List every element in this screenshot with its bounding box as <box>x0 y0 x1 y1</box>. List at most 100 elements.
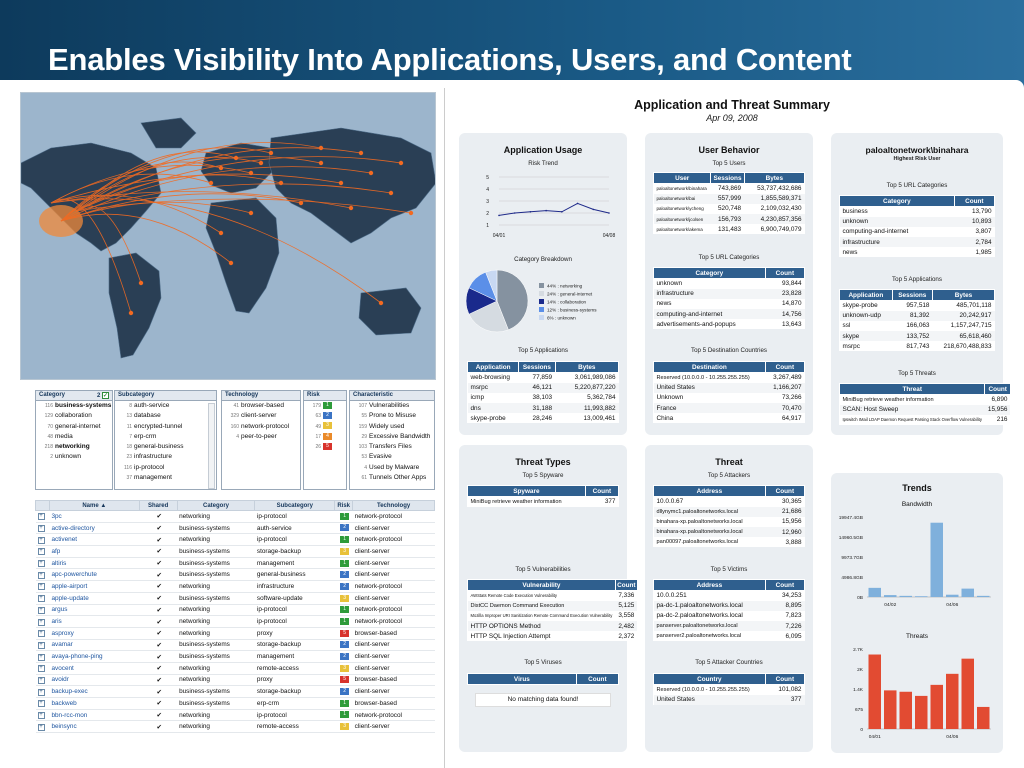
risk-filter-item[interactable]: 17 4 <box>304 432 346 442</box>
risk-filter-item[interactable]: 26 5 <box>304 442 346 452</box>
expand-plus-icon[interactable]: + <box>37 583 45 591</box>
category-filter-item[interactable]: 116 business-systems <box>36 401 112 411</box>
app-name-link[interactable]: avoidr <box>49 674 140 687</box>
characteristic-filter-item[interactable]: 29 Excessive Bandwidth <box>350 432 434 442</box>
expand-cell[interactable]: + <box>35 662 50 675</box>
expand-cell[interactable]: + <box>35 592 50 605</box>
technology-filter-item[interactable]: 329 client-server <box>222 411 300 421</box>
subcategory-filter-item[interactable]: 13 database <box>115 411 216 421</box>
table-row[interactable]: + apple-airport ✔ networking infrastructure 2… <box>35 580 435 593</box>
subcategory-column-header[interactable]: Subcategory <box>254 500 336 511</box>
app-name-link[interactable]: avamar <box>49 639 140 652</box>
expand-cell[interactable]: + <box>35 639 50 652</box>
app-name-link[interactable]: asproxy <box>49 627 140 640</box>
app-name-link[interactable]: backweb <box>49 697 140 710</box>
expand-cell[interactable]: + <box>35 604 50 617</box>
app-name-link[interactable]: apple-update <box>49 592 140 605</box>
expand-plus-icon[interactable]: + <box>37 700 45 708</box>
app-name-link[interactable]: altiris <box>49 557 140 570</box>
expand-cell[interactable]: + <box>35 697 50 710</box>
risk-column-header[interactable]: Risk <box>334 500 354 511</box>
technology-column-header[interactable]: Technology <box>352 500 435 511</box>
app-name-link[interactable]: activenet <box>49 533 140 547</box>
table-row[interactable]: + argus ✔ networking ip-protocol 1 network-pro… <box>35 604 435 617</box>
app-name-link[interactable]: active-directory <box>49 522 140 535</box>
characteristic-filter-item[interactable]: 107 Vulnerabilities <box>350 401 434 411</box>
table-row[interactable]: + apc-powerchute ✔ business-systems general-… <box>35 568 435 582</box>
app-name-link[interactable]: 3pc <box>49 510 140 523</box>
characteristic-filter-item[interactable]: 4 Used by Malware <box>350 463 434 473</box>
table-row[interactable]: + apple-update ✔ business-systems software-u… <box>35 592 435 605</box>
app-name-link[interactable]: bbn-rcc-mon <box>49 709 140 722</box>
expand-cell[interactable]: + <box>35 533 50 547</box>
expand-plus-icon[interactable]: + <box>37 618 45 626</box>
table-row[interactable]: + avaya-phone-ping ✔ business-systems manage… <box>35 650 435 663</box>
expand-plus-icon[interactable]: + <box>37 653 45 661</box>
app-name-link[interactable]: backup-exec <box>49 685 140 698</box>
category-filter-item[interactable]: 70 general-internet <box>36 422 112 432</box>
subcategory-filter-item[interactable]: 11 encrypted-tunnel <box>115 422 216 432</box>
table-row[interactable]: + backweb ✔ business-systems erp-crm 1 browser… <box>35 697 435 710</box>
subcategory-filter-item[interactable]: 18 general-business <box>115 442 216 452</box>
app-name-link[interactable]: avocent <box>49 662 140 675</box>
table-row[interactable]: + avoidr ✔ networking proxy 5 browser-based <box>35 674 435 687</box>
app-name-link[interactable]: beinsync <box>49 720 140 734</box>
app-name-link[interactable]: afp <box>49 545 140 558</box>
characteristic-filter-item[interactable]: 55 Prone to Misuse <box>350 411 434 421</box>
expand-cell[interactable]: + <box>35 627 50 640</box>
subcategory-filter-item[interactable]: 8 auth-service <box>115 401 216 411</box>
technology-filter-item[interactable]: 4 peer-to-peer <box>222 432 300 442</box>
expand-cell[interactable]: + <box>35 674 50 687</box>
expand-plus-icon[interactable]: + <box>37 641 45 649</box>
subcategory-scrollbar[interactable] <box>208 403 215 489</box>
subcategory-filter-item[interactable]: 7 erp-crm <box>115 432 216 442</box>
expand-plus-icon[interactable]: + <box>37 571 45 579</box>
expand-cell[interactable]: + <box>35 568 50 582</box>
category-column-header[interactable]: Category <box>176 500 256 511</box>
expand-cell[interactable]: + <box>35 557 50 570</box>
risk-filter-item[interactable]: 63 2 <box>304 411 346 421</box>
expand-plus-icon[interactable]: + <box>37 688 45 696</box>
expand-plus-icon[interactable]: + <box>37 548 45 556</box>
expand-plus-icon[interactable]: + <box>37 536 45 544</box>
expand-plus-icon[interactable]: + <box>37 676 45 684</box>
expand-plus-icon[interactable]: + <box>37 560 45 568</box>
subcategory-filter-item[interactable]: 23 infrastructure <box>115 452 216 462</box>
table-row[interactable]: + altiris ✔ business-systems management 1 clie… <box>35 557 435 570</box>
table-row[interactable]: + avocent ✔ networking remote-access 3 client-… <box>35 662 435 675</box>
expand-cell[interactable]: + <box>35 522 50 535</box>
expand-plus-icon[interactable]: + <box>37 595 45 603</box>
table-row[interactable]: + active-directory ✔ business-systems auth-s… <box>35 522 435 535</box>
category-filter-item[interactable]: 129 collaboration <box>36 411 112 421</box>
technology-filter-item[interactable]: 41 browser-based <box>222 401 300 411</box>
app-name-link[interactable]: aris <box>49 615 140 628</box>
table-row[interactable]: + afp ✔ business-systems storage-backup 3 clie… <box>35 545 435 558</box>
table-row[interactable]: + aris ✔ networking ip-protocol 1 network-prot… <box>35 615 435 628</box>
table-row[interactable]: + backup-exec ✔ business-systems storage-bac… <box>35 685 435 698</box>
checkbox-icon[interactable]: ✓ <box>102 392 109 399</box>
characteristic-filter-item[interactable]: 159 Widely used <box>350 422 434 432</box>
expand-cell[interactable]: + <box>35 650 50 663</box>
app-name-link[interactable]: argus <box>49 604 140 617</box>
shared-column-header[interactable]: Shared <box>138 500 178 511</box>
characteristic-filter-item[interactable]: 103 Transfers Files <box>350 442 434 452</box>
expand-cell[interactable]: + <box>35 615 50 628</box>
expand-plus-icon[interactable]: + <box>37 723 45 731</box>
subcategory-filter-item[interactable]: 37 management <box>115 473 216 483</box>
expand-cell[interactable]: + <box>35 545 50 558</box>
expand-plus-icon[interactable]: + <box>37 513 45 521</box>
table-row[interactable]: + bbn-rcc-mon ✔ networking ip-protocol 1 netwo… <box>35 709 435 722</box>
expand-cell[interactable]: + <box>35 510 50 523</box>
app-name-link[interactable]: apple-airport <box>49 580 140 593</box>
expand-plus-icon[interactable]: + <box>37 712 45 720</box>
characteristic-filter-item[interactable]: 53 Evasive <box>350 452 434 462</box>
expand-plus-icon[interactable]: + <box>37 630 45 638</box>
table-row[interactable]: + beinsync ✔ networking remote-access 3 client… <box>35 720 435 734</box>
category-filter-item[interactable]: 2 unknown <box>36 452 112 462</box>
name-column-header[interactable]: Name ▲ <box>48 500 140 511</box>
table-row[interactable]: + activenet ✔ networking ip-protocol 1 network… <box>35 533 435 547</box>
expand-cell[interactable]: + <box>35 720 50 734</box>
subcategory-filter-item[interactable]: 116 ip-protocol <box>115 463 216 473</box>
table-row[interactable]: +3pc ✔ networking ip-protocol 1 network-proto… <box>35 510 435 523</box>
category-filter-item[interactable]: 48 media <box>36 432 112 442</box>
